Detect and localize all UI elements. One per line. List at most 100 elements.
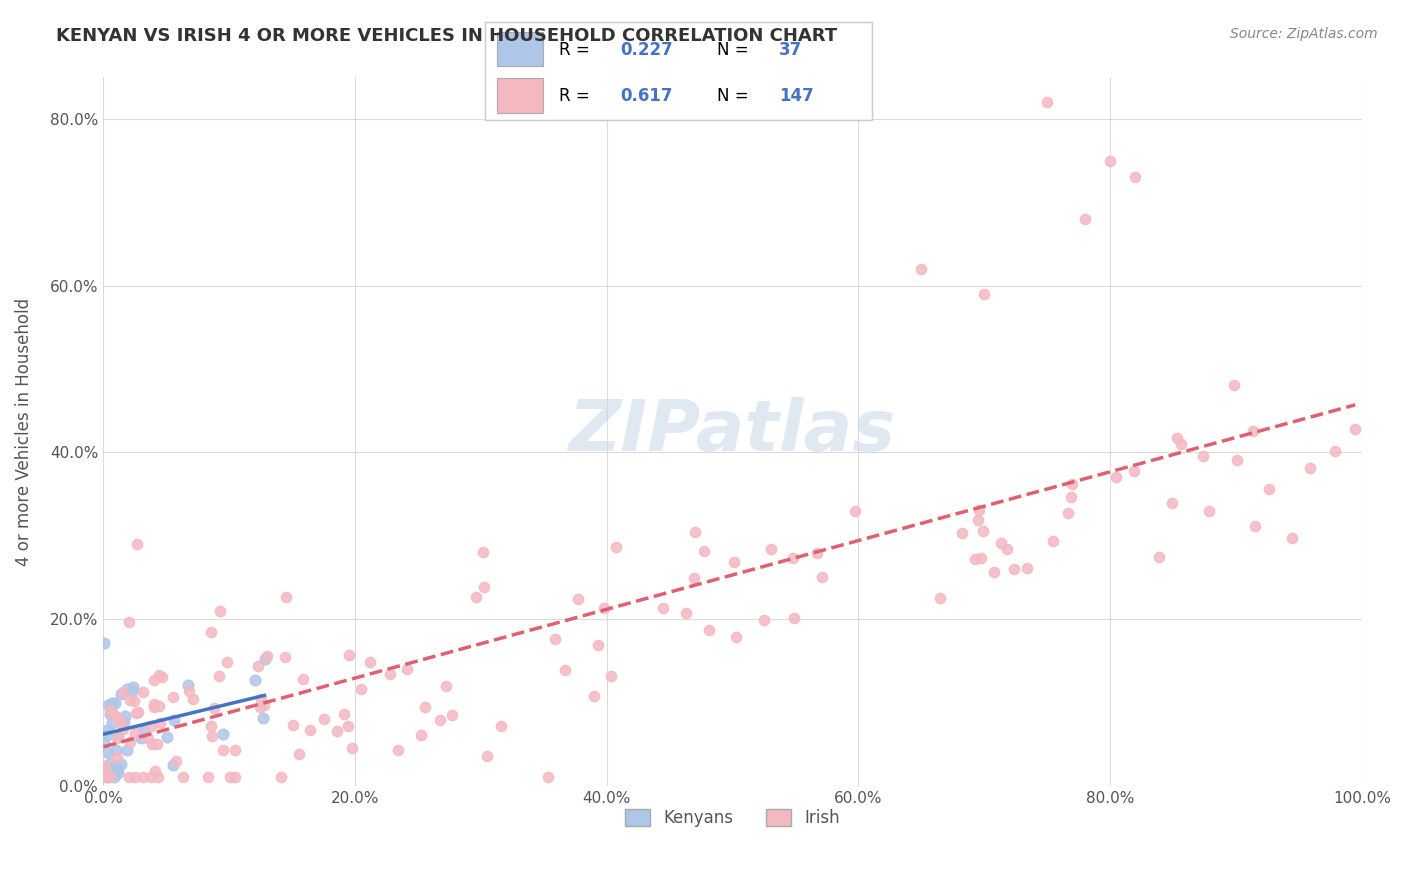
Point	[675, 606, 697, 620]
Point	[287, 747, 309, 761]
Point	[104, 708, 127, 723]
Point	[1244, 519, 1267, 533]
Point	[281, 718, 304, 732]
Point	[97, 761, 120, 775]
Point	[340, 741, 363, 756]
Point	[1015, 560, 1038, 574]
Point	[142, 673, 165, 687]
Point	[967, 503, 990, 517]
Point	[201, 730, 224, 744]
Point	[247, 659, 270, 673]
Point	[723, 555, 745, 569]
Point	[429, 713, 451, 727]
Point	[93, 761, 115, 775]
Point	[118, 771, 141, 785]
Point	[114, 709, 136, 723]
Point	[249, 699, 271, 714]
Point	[1056, 507, 1078, 521]
Point	[197, 771, 219, 785]
Point	[211, 743, 233, 757]
Point	[472, 580, 495, 594]
Point	[98, 771, 121, 785]
Point	[117, 681, 139, 696]
Point	[350, 682, 373, 697]
Point	[1125, 170, 1147, 185]
Point	[1323, 444, 1346, 458]
Point	[143, 764, 166, 779]
Point	[326, 724, 349, 739]
Point	[1149, 550, 1171, 565]
Point	[111, 722, 134, 736]
Point	[972, 524, 994, 538]
Point	[163, 714, 186, 728]
Point	[973, 287, 995, 301]
Point	[378, 667, 401, 681]
Point	[125, 706, 148, 720]
Point	[253, 652, 276, 666]
Point	[100, 700, 122, 714]
Point	[176, 678, 198, 692]
Point	[110, 757, 132, 772]
Point	[811, 570, 834, 584]
Point	[465, 590, 488, 604]
Point	[1160, 496, 1182, 510]
Point	[212, 727, 235, 741]
Point	[339, 648, 361, 662]
Point	[148, 667, 170, 681]
Point	[93, 636, 115, 650]
Point	[395, 662, 418, 676]
Point	[967, 513, 990, 527]
Point	[165, 754, 187, 768]
Point	[759, 542, 782, 557]
Point	[224, 771, 246, 785]
Point	[208, 604, 231, 618]
Point	[683, 524, 706, 539]
Point	[97, 771, 120, 785]
Point	[98, 703, 121, 717]
Point	[125, 537, 148, 551]
Point	[274, 590, 297, 604]
Point	[139, 719, 162, 733]
Point	[115, 743, 138, 757]
Point	[544, 632, 567, 647]
Text: 147: 147	[779, 87, 814, 105]
Point	[910, 262, 932, 277]
Text: 0.227: 0.227	[620, 41, 673, 59]
Point	[215, 655, 238, 669]
Point	[142, 700, 165, 714]
Point	[124, 726, 146, 740]
Point	[253, 698, 276, 712]
Point	[1170, 437, 1192, 451]
Point	[782, 550, 804, 565]
Point	[118, 735, 141, 749]
Point	[359, 655, 381, 669]
Point	[149, 715, 172, 730]
Point	[1004, 562, 1026, 576]
Point	[995, 541, 1018, 556]
Point	[162, 758, 184, 772]
Point	[471, 545, 494, 559]
Point	[409, 728, 432, 742]
Point	[118, 693, 141, 707]
Point	[475, 748, 498, 763]
Point	[588, 639, 610, 653]
Point	[122, 694, 145, 708]
Point	[224, 743, 246, 757]
Point	[103, 696, 125, 710]
Point	[200, 624, 222, 639]
Point	[96, 723, 118, 738]
Point	[101, 706, 124, 721]
Point	[142, 697, 165, 711]
Point	[103, 771, 125, 785]
Y-axis label: 4 or more Vehicles in Household: 4 or more Vehicles in Household	[15, 298, 32, 566]
Point	[983, 565, 1005, 579]
Point	[806, 546, 828, 560]
Point	[105, 743, 128, 757]
Point	[274, 650, 297, 665]
Text: ZIPatlas: ZIPatlas	[569, 397, 896, 467]
Point	[146, 737, 169, 751]
Point	[599, 669, 621, 683]
Point	[1060, 477, 1083, 491]
Point	[652, 601, 675, 615]
Point	[121, 683, 143, 698]
